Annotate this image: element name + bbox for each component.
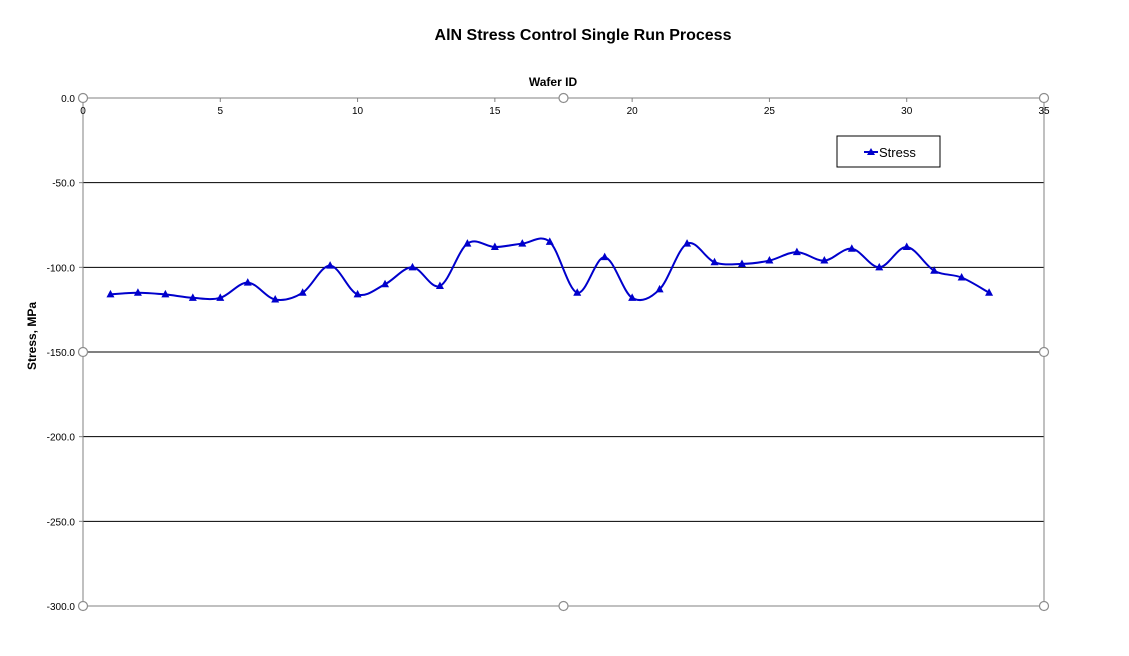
y-axis-title: Stress, MPa — [25, 302, 39, 370]
data-point — [243, 278, 252, 286]
data-point — [518, 239, 527, 247]
data-point — [106, 289, 115, 298]
legend[interactable]: Stress — [836, 135, 941, 168]
legend-box — [836, 135, 941, 168]
data-point — [353, 289, 362, 298]
x-tick-label: 15 — [489, 106, 501, 117]
data-point — [930, 266, 939, 274]
x-tick-label: 20 — [627, 106, 639, 117]
resize-handle[interactable] — [77, 600, 89, 612]
data-point — [792, 247, 801, 256]
resize-handle[interactable] — [558, 92, 569, 104]
series-stress — [106, 237, 994, 303]
x-tick-label: 5 — [218, 106, 224, 117]
y-tick-label: -250.0 — [47, 517, 76, 528]
data-point — [875, 262, 884, 271]
resize-handle[interactable] — [1038, 600, 1050, 612]
data-point — [628, 293, 637, 301]
y-tick-label: -200.0 — [47, 433, 76, 444]
series-line — [110, 237, 990, 302]
data-point — [765, 256, 774, 264]
x-tick-label: 35 — [1038, 106, 1050, 117]
selection-handles[interactable] — [77, 92, 1050, 612]
y-tick-label: -300.0 — [47, 602, 76, 613]
resize-handle[interactable] — [1038, 92, 1050, 104]
resize-handle[interactable] — [1038, 346, 1050, 358]
data-point — [216, 293, 225, 301]
data-point — [490, 242, 499, 251]
data-point — [600, 252, 609, 261]
data-point — [573, 288, 582, 296]
data-point — [545, 237, 554, 245]
data-point — [710, 257, 719, 266]
data-point — [463, 239, 472, 247]
data-point — [985, 288, 994, 296]
grid — [83, 182, 1044, 522]
data-point — [902, 242, 911, 251]
data-point — [435, 281, 444, 289]
resize-handle[interactable] — [77, 346, 89, 358]
x-tick-label: 30 — [901, 106, 913, 117]
data-point — [271, 295, 280, 303]
x-tick-label: 25 — [764, 106, 776, 117]
data-point — [683, 239, 692, 247]
data-point — [847, 244, 856, 252]
data-point — [737, 259, 746, 267]
resize-handle[interactable] — [558, 600, 569, 612]
legend-marker-triangle — [867, 148, 875, 155]
chart-title: AlN Stress Control Single Run Process — [435, 27, 732, 44]
data-point — [408, 262, 417, 271]
data-point — [161, 289, 170, 298]
data-point — [133, 288, 142, 296]
data-point — [957, 272, 966, 281]
y-axis: 0.0 -50.0 -100.0 -150.0 -200.0 -250.0 -300.0 — [47, 94, 83, 613]
x-axis-title: Wafer ID — [529, 75, 578, 89]
data-point — [381, 279, 390, 288]
data-point — [326, 261, 335, 269]
data-point — [188, 293, 197, 301]
y-tick-label: -150.0 — [47, 348, 76, 359]
resize-handle[interactable] — [77, 92, 89, 104]
data-point — [298, 288, 307, 296]
x-tick-label: 0 — [80, 106, 86, 117]
x-axis: 0 5 10 15 20 25 30 35 — [80, 98, 1050, 117]
y-tick-label: -50.0 — [52, 179, 75, 190]
y-tick-label: 0.0 — [61, 94, 75, 105]
legend-label-stress: Stress — [879, 145, 916, 160]
y-tick-label: -100.0 — [47, 263, 76, 274]
x-tick-label: 10 — [352, 106, 364, 117]
data-point — [655, 284, 664, 293]
data-point — [820, 256, 829, 264]
